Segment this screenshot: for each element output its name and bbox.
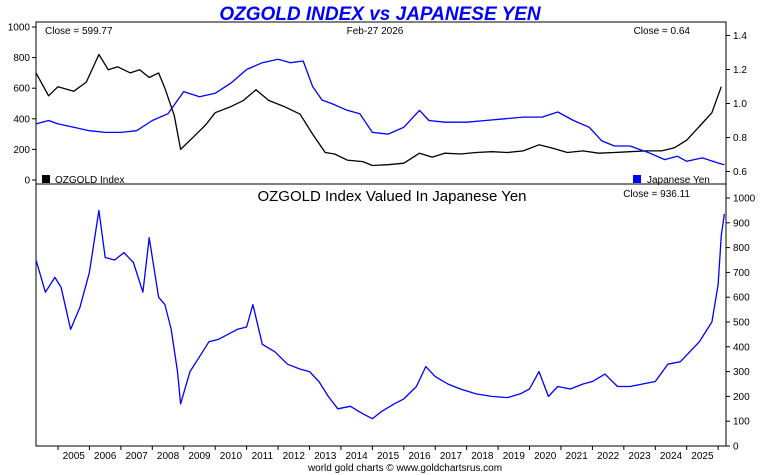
right-close-label: Close = 0.64	[634, 26, 691, 37]
y-tick-label-bottom: 500	[733, 318, 750, 329]
bottom-chart-title: OZGOLD Index Valued In Japanese Yen	[257, 188, 526, 205]
y-tick-label-left: 0	[24, 176, 30, 187]
x-tick-label: 2019	[503, 451, 526, 462]
y-tick-label-right: 1.2	[733, 65, 747, 76]
x-tick-label: 2022	[597, 451, 620, 462]
footer-credit: world gold charts © www.goldchartsrus.co…	[307, 463, 502, 474]
top-series-lines	[35, 53, 725, 167]
x-tick-label: 2012	[283, 451, 306, 462]
x-tick-label: 2015	[377, 451, 400, 462]
date-label: Feb-27 2026	[347, 26, 404, 37]
x-tick-label: 2023	[628, 451, 651, 462]
x-tick-label: 2005	[63, 451, 86, 462]
legend-label-yen: Japanese Yen	[647, 175, 710, 186]
yen-line	[35, 58, 725, 166]
y-tick-label-right: 1.4	[733, 31, 747, 42]
x-tick-label: 2016	[408, 451, 431, 462]
x-tick-label: 2009	[188, 451, 211, 462]
top-panel-frame	[35, 21, 727, 185]
y-tick-label-bottom: 400	[733, 342, 750, 353]
y-tick-label-right: 0.6	[733, 167, 747, 178]
y-tick-label-bottom: 100	[733, 417, 750, 428]
y-tick-label-left: 600	[13, 84, 30, 95]
y-tick-label-left: 1000	[8, 23, 31, 34]
x-tick-label: 2013	[314, 451, 337, 462]
x-tick-label: 2010	[220, 451, 243, 462]
x-tick-label: 2011	[252, 451, 274, 462]
ozgold-in-yen-line	[35, 209, 726, 420]
y-tick-label-bottom: 0	[733, 442, 739, 453]
ozgold-line	[35, 53, 722, 167]
x-axis: 2005 2006 2007 2008 2009 2010 2011 2012 2013 2014…	[57, 446, 719, 462]
y-tick-label-right: 1.0	[733, 99, 747, 110]
x-tick-label: 2025	[691, 451, 714, 462]
x-tick-label: 2007	[125, 451, 148, 462]
x-tick-label: 2021	[566, 451, 589, 462]
bottom-series-line	[35, 209, 726, 420]
y-tick-label-bottom: 300	[733, 367, 750, 378]
x-tick-label: 2008	[157, 451, 180, 462]
y-tick-label-right: 0.8	[733, 133, 747, 144]
bottom-close-label: Close = 936.11	[623, 189, 690, 200]
legend-label-ozgold: OZGOLD Index	[55, 175, 124, 186]
y-tick-label-bottom: 1000	[733, 194, 756, 205]
bottom-right-axis: 0 100 200 300 400 500 600 700 800 900 1000	[726, 194, 756, 453]
legend-swatch-ozgold	[42, 175, 50, 183]
y-tick-label-bottom: 700	[733, 268, 750, 279]
x-tick-label: 2024	[660, 451, 683, 462]
x-tick-label: 2006	[94, 451, 117, 462]
x-tick-label: 2020	[534, 451, 557, 462]
left-close-label: Close = 599.77	[45, 26, 113, 37]
top-right-axis: 0.6 0.8 1.0 1.2 1.4	[726, 31, 747, 178]
y-tick-label-bottom: 600	[733, 293, 750, 304]
y-tick-label-left: 200	[13, 145, 30, 156]
x-tick-label: 2014	[346, 451, 369, 462]
top-left-axis: 0 200 400 600 800 1000	[8, 23, 36, 187]
chart-title: OZGOLD INDEX vs JAPANESE YEN	[219, 4, 542, 25]
y-tick-label-left: 800	[13, 53, 30, 64]
x-tick-label: 2017	[440, 451, 463, 462]
y-tick-label-bottom: 900	[733, 218, 750, 229]
y-tick-label-bottom: 200	[733, 392, 750, 403]
y-tick-label-bottom: 800	[733, 243, 750, 254]
y-tick-label-left: 400	[13, 114, 30, 125]
legend-swatch-yen	[633, 175, 641, 183]
x-tick-label: 2018	[471, 451, 494, 462]
bottom-panel-frame	[35, 183, 727, 447]
